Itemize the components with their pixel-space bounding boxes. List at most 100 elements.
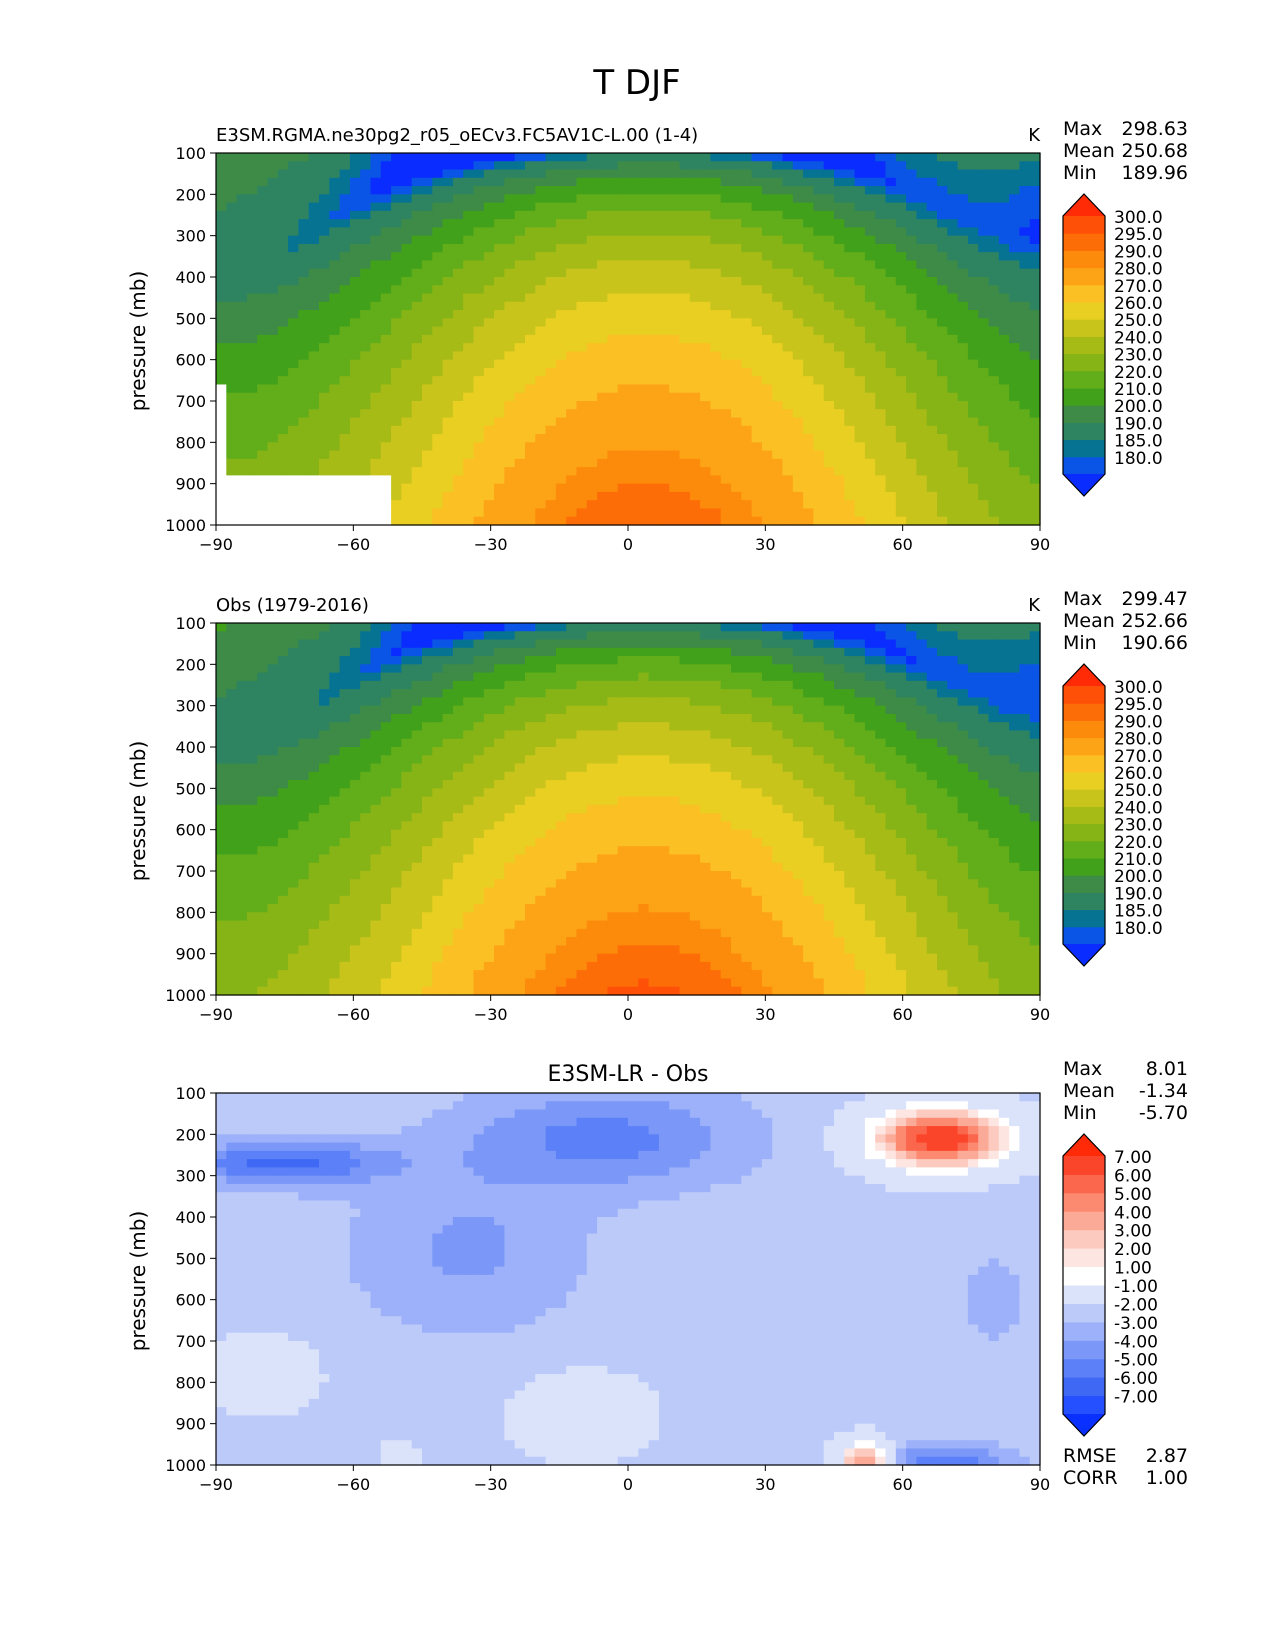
panel-1-field-cell [689, 343, 701, 352]
panel-1-field-cell [844, 227, 856, 237]
panel-1-field-cell [658, 318, 670, 328]
panel-1-field-cell [1019, 442, 1031, 452]
panel-1-field-cell [339, 508, 351, 518]
panel-1-field-cell [401, 326, 413, 336]
panel-1-field-cell [937, 425, 948, 435]
panel-2-field-cell [226, 755, 238, 765]
panel-2-field-cell [535, 705, 547, 715]
panel-1-field-cell [967, 417, 979, 427]
panel-1-field-cell [525, 219, 536, 228]
panel-1-field-cell [555, 500, 567, 510]
panel-1-field-cell [720, 384, 732, 394]
panel-1-field-cell [380, 177, 392, 187]
panel-1-field-cell [741, 409, 753, 419]
panel-1-field-cell [370, 235, 382, 245]
panel-1-field-cell [514, 235, 526, 245]
panel-1-field-cell [967, 318, 979, 328]
panel-1-field-cell [236, 467, 248, 476]
panel-1-field-cell [792, 219, 804, 228]
panel-1-field-cell [885, 417, 897, 427]
panel-1-field-cell [638, 268, 650, 278]
panel-2-field-cell [998, 713, 1010, 723]
panel-2-field-cell [885, 656, 897, 665]
panel-1-field-cell [700, 285, 711, 295]
panel-2-field-cell [401, 747, 413, 756]
panel-1-field-cell [586, 434, 598, 443]
panel-1-field-cell [535, 194, 547, 204]
panel-1-field-cell [483, 467, 495, 476]
panel-1-field-cell [669, 508, 681, 518]
panel-1-field-cell [380, 508, 392, 518]
panel-2-field-cell [1009, 713, 1020, 723]
panel-1-field-cell [370, 500, 382, 510]
panel-1-field-cell [535, 401, 547, 410]
panel-2-field-cell [751, 623, 763, 632]
panel-2-field-cell [391, 755, 402, 765]
panel-1-field-cell [586, 194, 598, 204]
panel-1-field-cell [720, 409, 732, 419]
panel-1-field-cell [617, 434, 629, 443]
panel-1-field-cell [1019, 359, 1031, 369]
panel-1-field-cell [329, 235, 341, 245]
panel-2-field-cell [586, 713, 598, 723]
panel-1-field-cell [967, 243, 979, 253]
panel-1-field-cell [555, 359, 567, 369]
panel-1-field-cell [494, 301, 505, 311]
panel-1-field-cell [854, 442, 866, 452]
panel-1-field-cell [216, 219, 227, 228]
panel-1-field-cell [751, 202, 763, 212]
panel-1-field-cell [885, 235, 897, 245]
panel-1-field-cell [463, 351, 475, 361]
panel-1-field-cell [1019, 425, 1031, 435]
panel-1-field-cell [452, 500, 464, 510]
panel-1-field-cell [658, 252, 670, 262]
panel-2-field-cell [823, 747, 835, 756]
panel-1-field-cell [720, 458, 732, 468]
panel-1-field-cell [216, 285, 227, 295]
panel-1-field-cell [555, 177, 567, 187]
panel-1-field-cell [432, 260, 444, 270]
panel-1-field-cell [452, 326, 464, 336]
panel-1-field-cell [422, 310, 433, 319]
panel-1-field-cell [391, 153, 402, 162]
panel-2-field-cell [597, 664, 608, 674]
panel-1-field-cell [422, 227, 433, 237]
panel-1-field-cell [535, 359, 547, 369]
panel-1-field-cell [535, 169, 547, 179]
panel-2-field-cell [319, 713, 330, 723]
panel-1-field-cell [916, 334, 928, 344]
panel-1-field-cell [597, 285, 608, 295]
panel-2-field-cell [370, 623, 382, 632]
panel-1-field-cell [967, 268, 979, 278]
panel-1-field-cell [391, 434, 402, 443]
panel-1-field-cell [761, 318, 773, 328]
panel-1-field-cell [607, 392, 619, 402]
panel-1-field-cell [854, 376, 866, 386]
panel-1-field-cell [463, 268, 475, 278]
panel-1-field-cell [689, 227, 701, 237]
panel-1-field-cell [349, 161, 361, 171]
panel-1-field-cell [586, 367, 598, 377]
panel-1-field-cell [525, 186, 536, 195]
panel-1-field-cell [772, 458, 784, 468]
panel-1-field-cell [236, 359, 248, 369]
panel-1-field-cell [432, 376, 444, 386]
panel-1-field-cell [1019, 227, 1031, 237]
panel-1-field-cell [885, 210, 897, 220]
panel-2-field-cell [844, 680, 856, 690]
panel-1-field-cell [648, 301, 660, 311]
panel-1-field-cell [638, 475, 650, 485]
panel-1-field-cell [267, 434, 279, 443]
panel-1-field-cell [329, 268, 341, 278]
panel-1-colorbar-tick-label: 280.0 [1114, 260, 1163, 280]
panel-1-field-cell [545, 359, 557, 369]
panel-2-field-cell [638, 664, 650, 674]
panel-1-field-cell [514, 194, 526, 204]
panel-1-field-cell [710, 425, 722, 435]
panel-1-field-cell [525, 252, 536, 262]
panel-1-field-cell [586, 293, 598, 303]
panel-1-field-cell [535, 318, 547, 328]
panel-1-field-cell [648, 326, 660, 336]
panel-1-field-cell [1029, 277, 1041, 286]
